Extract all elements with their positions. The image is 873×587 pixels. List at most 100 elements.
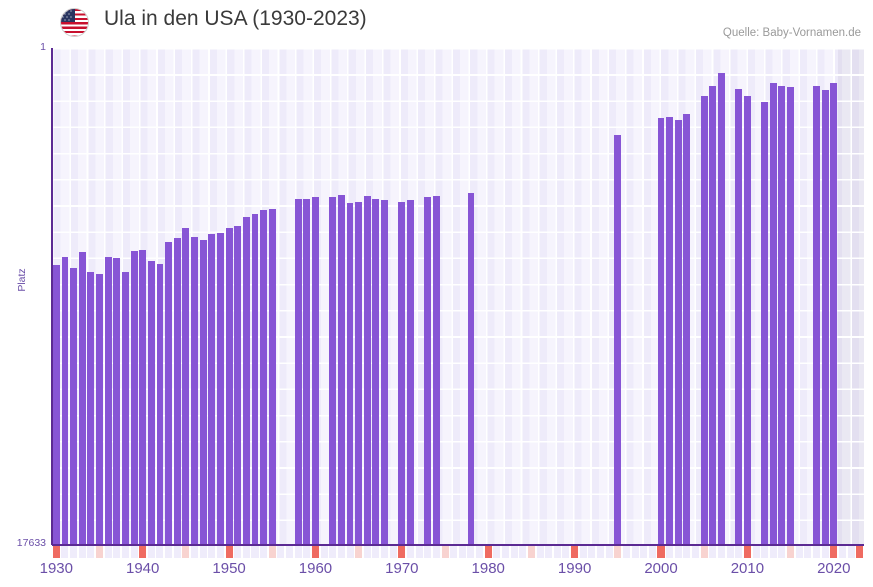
bar[interactable] [381, 200, 389, 545]
bar[interactable] [657, 118, 665, 545]
year-marker [622, 546, 630, 558]
year-marker [251, 546, 259, 558]
x-axis-tick-1940: 1940 [126, 560, 160, 577]
year-marker [95, 546, 104, 558]
bar[interactable] [303, 198, 311, 545]
year-marker [78, 546, 86, 558]
bar[interactable] [191, 236, 198, 545]
bar[interactable] [52, 265, 60, 545]
year-marker [605, 546, 613, 558]
bar[interactable] [121, 272, 129, 545]
year-marker [467, 546, 475, 558]
year-marker [52, 546, 60, 558]
year-marker [104, 546, 112, 558]
year-marker [484, 546, 492, 558]
year-marker [562, 546, 570, 558]
bar[interactable] [407, 200, 414, 545]
bar[interactable] [700, 95, 708, 545]
bar[interactable] [718, 73, 725, 545]
year-marker [717, 546, 725, 558]
bar[interactable] [674, 119, 682, 545]
bar[interactable] [139, 249, 147, 545]
bar[interactable] [735, 88, 743, 545]
bar[interactable] [830, 83, 838, 545]
bar[interactable] [104, 256, 112, 545]
year-marker [778, 546, 786, 558]
bar[interactable] [683, 114, 691, 545]
bar[interactable] [147, 260, 155, 545]
bar[interactable] [346, 203, 354, 545]
bar[interactable] [260, 210, 268, 545]
bar[interactable] [294, 198, 302, 545]
year-marker [415, 546, 423, 558]
year-marker [787, 546, 795, 558]
year-marker [260, 546, 268, 558]
year-marker [856, 546, 864, 558]
bar[interactable] [778, 86, 786, 545]
bar[interactable] [216, 232, 224, 545]
year-marker [804, 546, 812, 558]
bar[interactable] [432, 195, 440, 545]
year-marker [501, 546, 510, 558]
bar[interactable] [312, 197, 319, 545]
bar[interactable] [761, 101, 769, 545]
year-marker [225, 546, 233, 558]
year-marker [631, 546, 639, 558]
bar[interactable] [61, 256, 69, 545]
bar[interactable] [424, 197, 432, 545]
bar[interactable] [467, 193, 475, 545]
bar[interactable] [363, 195, 371, 545]
year-marker [329, 546, 337, 558]
bar[interactable] [614, 135, 622, 545]
bar[interactable] [743, 95, 751, 545]
bar[interactable] [87, 272, 95, 545]
bar[interactable] [268, 208, 276, 545]
bar[interactable] [666, 117, 674, 545]
bar[interactable] [372, 198, 380, 545]
source-label: Quelle: Baby-Vornamen.de [722, 27, 861, 39]
x-axis-line [52, 544, 864, 546]
bar[interactable] [355, 201, 363, 545]
year-marker [743, 546, 751, 558]
year-marker [311, 546, 319, 558]
year-marker [208, 546, 216, 558]
bar[interactable] [225, 228, 233, 545]
x-axis-labels: 1930 1940 1950 1960 1970 1980 1990 2000 2010 2020 [0, 560, 873, 586]
bar[interactable] [156, 263, 164, 545]
bar[interactable] [199, 239, 207, 545]
year-marker [830, 546, 838, 558]
year-marker [191, 546, 199, 558]
bar[interactable] [208, 234, 216, 545]
bar[interactable] [787, 87, 795, 545]
x-axis-tick-1970: 1970 [385, 560, 419, 577]
year-marker [294, 546, 302, 558]
year-marker [268, 546, 276, 558]
year-marker [372, 546, 380, 558]
bar[interactable] [165, 242, 173, 545]
bar[interactable] [96, 273, 103, 545]
year-marker [571, 546, 579, 558]
bar[interactable] [234, 225, 242, 545]
year-marker [519, 546, 527, 558]
year-marker [458, 546, 466, 558]
bar[interactable] [769, 83, 777, 545]
bar[interactable] [182, 228, 190, 545]
bar[interactable] [251, 214, 259, 545]
bar[interactable] [821, 90, 829, 545]
bar[interactable] [709, 86, 717, 545]
bar[interactable] [813, 86, 820, 545]
bar[interactable] [130, 250, 138, 545]
bar[interactable] [70, 267, 78, 545]
bar[interactable] [398, 201, 406, 545]
year-marker [432, 546, 440, 558]
bar[interactable] [113, 257, 121, 545]
year-marker [216, 546, 224, 558]
bar[interactable] [337, 194, 345, 545]
year-marker [303, 546, 311, 558]
year-marker [346, 546, 354, 558]
bar[interactable] [78, 252, 86, 545]
year-marker [87, 546, 95, 558]
bar[interactable] [242, 217, 250, 545]
bar[interactable] [173, 238, 181, 545]
bar[interactable] [329, 197, 337, 545]
